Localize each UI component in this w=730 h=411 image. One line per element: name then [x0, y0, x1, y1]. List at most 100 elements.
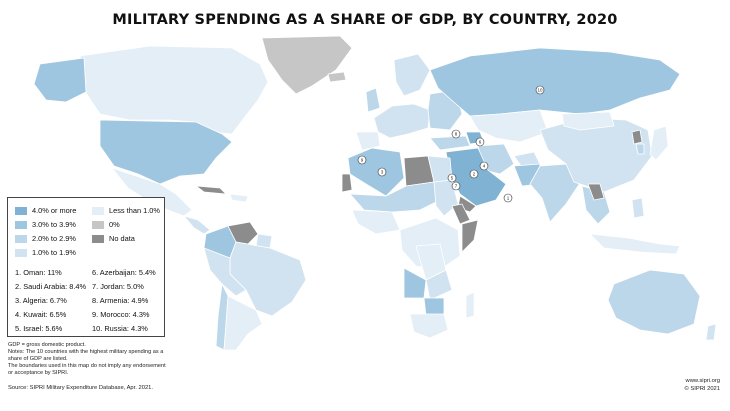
region-japan [649, 125, 669, 161]
legend-swatch [92, 206, 104, 215]
region-south-africa [409, 313, 449, 339]
legend-item-zero: 0% [92, 220, 120, 229]
copyright: © SIPRI 2021 [684, 386, 720, 392]
legend-item-2to29: 2.0% to 2.9% [15, 234, 76, 243]
rank-marker-3: 3 [377, 167, 387, 177]
region-west-africa [351, 209, 401, 235]
note-line: GDP = gross domestic product. [8, 342, 86, 348]
region-madagascar [465, 291, 475, 319]
rank-marker-circle [357, 155, 367, 165]
rank-item: 5. Israel: 5.6% [15, 324, 63, 333]
region-iceland [327, 71, 347, 83]
region-alaska [33, 57, 87, 103]
rank-item: 9. Morocco: 4.3% [92, 310, 150, 319]
region-central-america [183, 215, 211, 235]
legend-label: 3.0% to 3.9% [32, 220, 76, 229]
credit: www.sipri.org © SIPRI 2021 [684, 377, 720, 393]
rank-marker-label: 10 [537, 88, 543, 93]
legend-swatch [15, 234, 27, 243]
rank-marker-circle [479, 161, 489, 171]
rank-marker-label: 5 [451, 176, 454, 181]
legend-swatch [15, 248, 27, 257]
sipri-url[interactable]: www.sipri.org [685, 378, 720, 384]
legend-label: 0% [109, 220, 120, 229]
region-angola [403, 267, 427, 299]
region-usa [99, 119, 233, 185]
region-eritrea [451, 203, 471, 225]
legend-swatch [15, 220, 27, 229]
region-canada [79, 45, 269, 135]
region-australia [607, 269, 701, 335]
rank-marker-label: 8 [455, 132, 458, 137]
legend-label: 2.0% to 2.9% [32, 234, 76, 243]
region-central-africa [399, 217, 461, 271]
note-line: Notes: The 10 countries with the highest… [8, 349, 164, 355]
rank-item: 10. Russia: 4.3% [92, 324, 148, 333]
region-philippines [631, 197, 645, 219]
rank-marker-circle [451, 129, 461, 139]
rank-item: 3. Algeria: 6.7% [15, 296, 67, 305]
rank-marker-circle [503, 193, 513, 203]
region-iberia [355, 131, 381, 151]
rank-marker-label: 6 [479, 140, 482, 145]
region-botswana [423, 297, 445, 317]
region-peru-bolivia [203, 247, 247, 297]
rank-item: 1. Oman: 11% [15, 268, 62, 277]
region-south-korea [635, 143, 645, 155]
region-scandinavia [393, 53, 431, 97]
rank-marker-circle [475, 137, 485, 147]
rank-item: 7. Jordan: 5.0% [92, 282, 144, 291]
note-line: share of GDP are listed. [8, 356, 68, 362]
rank-item: 4. Kuwait: 6.5% [15, 310, 67, 319]
region-zambia [425, 269, 453, 301]
region-caribbean [229, 193, 249, 203]
legend-label: 4.0% or more [32, 206, 77, 215]
rank-marker-2: 2 [469, 169, 479, 179]
region-morocco-algeria [347, 147, 405, 197]
note-line: or acceptance by SIPRI. [8, 370, 69, 376]
rank-marker-5: 5 [447, 173, 457, 183]
map-title: MILITARY SPENDING AS A SHARE OF GDP, BY … [112, 12, 618, 28]
region-venezuela [227, 221, 259, 245]
legend-label: Less than 1.0% [109, 206, 160, 215]
region-indonesia [589, 233, 681, 255]
rank-item: 2. Saudi Arabia: 8.4% [15, 282, 87, 291]
rank-marker-label: 4 [483, 164, 486, 169]
region-uk [365, 87, 381, 113]
legend-item-lt1: Less than 1.0% [92, 206, 160, 215]
rank-marker-10: 10 [535, 85, 545, 95]
note-line: The boundaries used in this map do not i… [8, 363, 166, 369]
legend-item-3to39: 3.0% to 3.9% [15, 220, 76, 229]
rank-marker-6: 6 [475, 137, 485, 147]
region-north-korea [631, 129, 643, 145]
rank-marker-label: 2 [473, 172, 476, 177]
rank-marker-7: 7 [451, 181, 461, 191]
region-cuba [195, 185, 227, 195]
rank-marker-4: 4 [479, 161, 489, 171]
rank-item: 8. Armenia: 4.9% [92, 296, 149, 305]
rank-marker-label: 3 [381, 170, 384, 175]
region-kazakhstan [469, 109, 549, 143]
legend-item-4plus: 4.0% or more [15, 206, 76, 215]
legend-swatch [92, 220, 104, 229]
notes: GDP = gross domestic product. Notes: The… [8, 342, 166, 377]
rank-marker-circle [451, 181, 461, 191]
rank-marker-circle [377, 167, 387, 177]
legend-swatch [92, 234, 104, 243]
legend-item-nodata: No data [92, 234, 135, 243]
legend-swatch [15, 206, 27, 215]
source-text: Source: SIPRI Military Expenditure Datab… [8, 385, 153, 391]
legend-item-1to19: 1.0% to 1.9% [15, 248, 76, 257]
rank-marker-circle [469, 169, 479, 179]
rank-item: 6. Azerbaijan: 5.4% [92, 268, 156, 277]
legend-label: 1.0% to 1.9% [32, 248, 76, 257]
region-somalia [461, 219, 479, 253]
rank-marker-circle [447, 173, 457, 183]
region-new-zealand [705, 323, 717, 341]
region-argentina [223, 295, 263, 351]
region-turkey [429, 135, 471, 151]
rank-marker-9: 9 [357, 155, 367, 165]
region-russia [429, 47, 681, 117]
rank-marker-label: 9 [361, 158, 364, 163]
region-greenland [261, 35, 353, 95]
